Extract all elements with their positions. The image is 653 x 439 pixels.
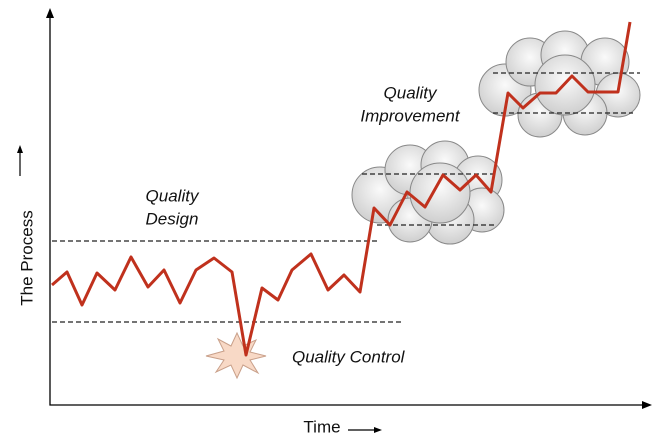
y-axis-label: The Process bbox=[17, 210, 36, 305]
annotation: Improvement bbox=[360, 106, 460, 125]
y-label-arrow bbox=[17, 145, 23, 153]
process-line bbox=[51, 21, 632, 357]
axis-arrow bbox=[642, 401, 652, 409]
x-label-arrow bbox=[374, 427, 382, 433]
axis-arrow bbox=[46, 8, 54, 18]
annotation: Quality Control bbox=[292, 347, 406, 366]
cloud-lower bbox=[351, 140, 505, 245]
x-axis-label: Time bbox=[303, 417, 340, 436]
annotation: Quality bbox=[384, 83, 438, 102]
annotation: Quality bbox=[146, 186, 200, 205]
cloud-upper bbox=[478, 30, 641, 138]
annotation: Design bbox=[146, 209, 199, 228]
axes bbox=[49, 14, 646, 406]
starburst bbox=[205, 331, 267, 380]
